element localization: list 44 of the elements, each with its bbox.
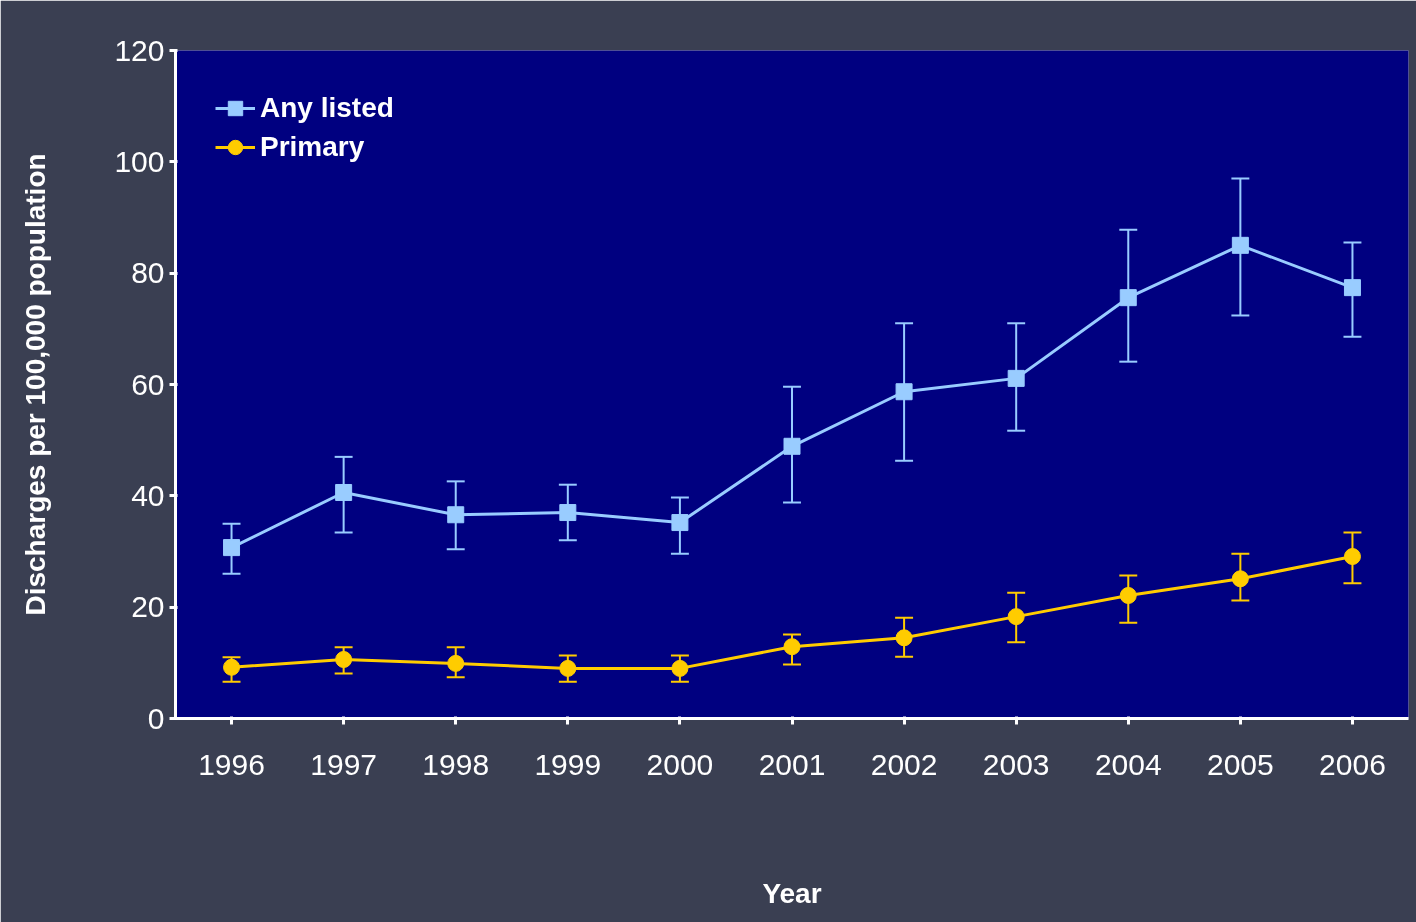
y-tick-label: 120 xyxy=(114,33,165,67)
point xyxy=(559,504,577,522)
x-tick-label: 1998 xyxy=(422,747,490,781)
point xyxy=(447,506,465,524)
y-tick-label: 60 xyxy=(131,367,165,401)
x-tick-label: 1997 xyxy=(310,747,378,781)
x-axis-title: Year xyxy=(762,877,822,909)
y-tick-label: 100 xyxy=(114,144,165,178)
point xyxy=(783,638,801,656)
legend-label: Primary xyxy=(260,131,365,163)
point xyxy=(1231,570,1249,588)
point xyxy=(559,659,577,677)
x-tick-label: 2006 xyxy=(1319,747,1386,781)
point xyxy=(1231,236,1249,254)
point xyxy=(335,483,353,501)
x-tick-label: 1996 xyxy=(198,747,265,781)
point xyxy=(895,629,913,647)
point xyxy=(335,651,353,668)
point xyxy=(671,514,689,532)
point xyxy=(783,437,801,455)
legend-label: Any listed xyxy=(260,92,394,124)
x-tick-label: 2005 xyxy=(1206,747,1274,781)
point xyxy=(1343,279,1361,297)
point xyxy=(1119,289,1137,307)
point xyxy=(1007,608,1025,626)
point xyxy=(223,658,241,676)
point xyxy=(671,659,689,677)
y-tick-label: 20 xyxy=(131,590,165,624)
x-tick-label: 2002 xyxy=(870,747,938,781)
x-tick-label: 2001 xyxy=(758,747,826,781)
y-tick-label: 40 xyxy=(131,478,165,512)
point xyxy=(223,539,241,557)
x-tick-label: 2004 xyxy=(1094,747,1162,781)
y-tick-label: 0 xyxy=(147,701,165,735)
point xyxy=(447,654,465,672)
x-tick-label: 2000 xyxy=(646,747,714,781)
x-tick-label: 1999 xyxy=(534,747,602,781)
point xyxy=(1119,586,1137,604)
point xyxy=(1343,548,1361,565)
point xyxy=(895,383,913,401)
y-axis-title: Discharges per 100,000 population xyxy=(20,153,52,616)
point xyxy=(1007,369,1025,387)
x-tick-label: 2003 xyxy=(982,747,1050,781)
y-tick-label: 80 xyxy=(131,256,165,290)
